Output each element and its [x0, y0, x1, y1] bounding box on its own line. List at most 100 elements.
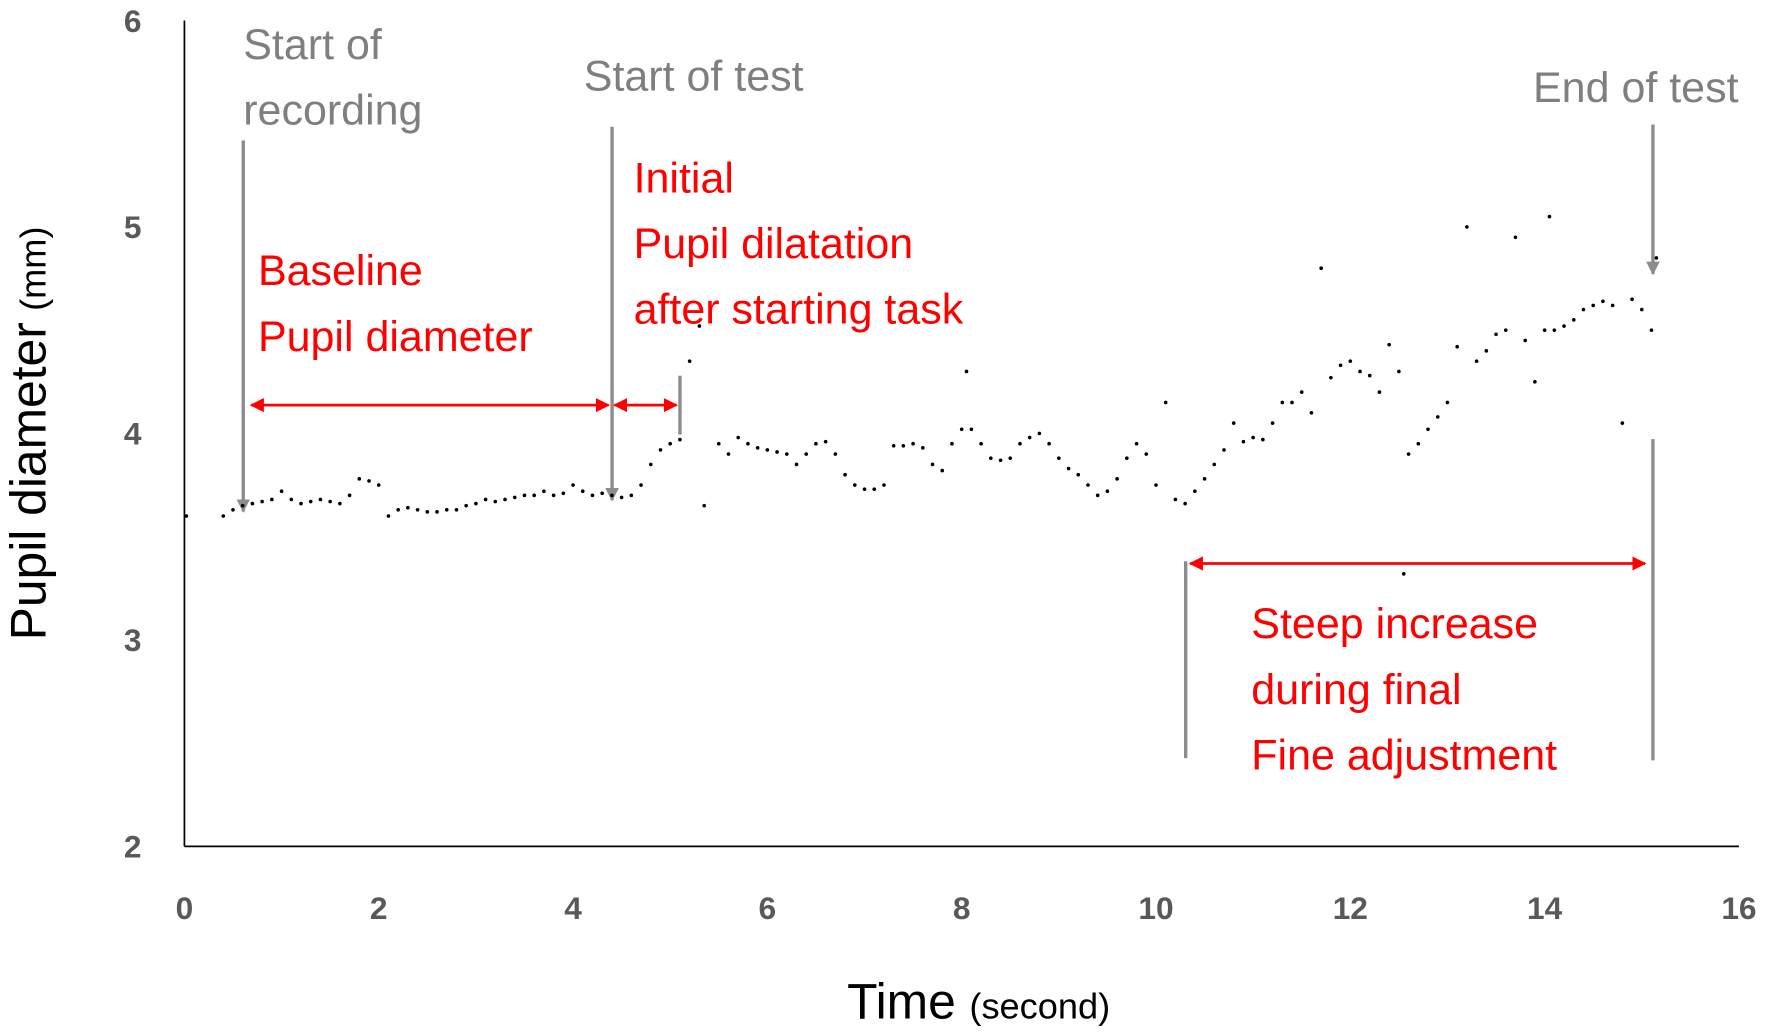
data-point	[1649, 328, 1654, 332]
data-point	[1241, 439, 1246, 444]
data-point	[1144, 452, 1149, 456]
data-point	[639, 483, 643, 487]
data-point	[1474, 359, 1479, 363]
data-point	[580, 489, 585, 494]
data-point	[1523, 338, 1527, 343]
data-point	[687, 359, 692, 363]
annotation: Baseline	[258, 247, 423, 295]
data-point	[1027, 435, 1032, 440]
data-point	[629, 493, 634, 498]
data-point	[979, 441, 983, 446]
data-point	[493, 499, 498, 504]
data-point	[964, 369, 969, 374]
x-tick-label: 12	[1333, 890, 1368, 926]
data-point	[1105, 489, 1110, 494]
data-point	[814, 441, 818, 446]
data-point	[600, 491, 605, 496]
data-point	[1231, 421, 1236, 425]
y-axis-unit: (mm)	[12, 227, 53, 311]
data-point	[1008, 456, 1013, 460]
data-point	[1309, 410, 1314, 415]
data-point	[1125, 456, 1129, 460]
data-point	[784, 452, 789, 456]
data-point	[184, 514, 189, 518]
data-point	[833, 452, 838, 456]
data-point	[891, 443, 896, 448]
data-point	[998, 458, 1003, 463]
data-point	[794, 462, 799, 467]
data-point	[726, 452, 731, 456]
data-point	[512, 495, 517, 500]
data-point	[571, 483, 575, 487]
data-point	[901, 443, 906, 448]
data-point	[396, 507, 400, 512]
data-point	[823, 439, 828, 444]
data-point	[328, 499, 332, 504]
data-point	[736, 435, 741, 440]
data-point	[1562, 324, 1566, 328]
data-point	[1057, 456, 1061, 460]
data-point	[697, 324, 702, 328]
data-point	[221, 514, 226, 518]
data-point	[1455, 344, 1459, 349]
data-point	[318, 497, 323, 502]
data-point	[1193, 489, 1197, 494]
data-point	[503, 497, 507, 502]
data-point	[610, 493, 614, 498]
annotation: Start of test	[584, 53, 804, 101]
data-point	[775, 450, 779, 454]
data-point	[367, 479, 371, 483]
data-point	[522, 493, 527, 498]
data-point	[1358, 369, 1362, 374]
data-point	[1280, 400, 1285, 405]
data-point	[464, 503, 468, 508]
data-point	[1037, 431, 1042, 436]
data-point	[1503, 328, 1508, 332]
data-point	[1426, 427, 1430, 432]
data-point	[1183, 501, 1187, 506]
data-point	[590, 493, 595, 498]
data-point	[299, 501, 303, 506]
data-point	[1348, 359, 1353, 363]
data-point	[950, 441, 954, 446]
data-point	[483, 497, 488, 502]
data-point	[1086, 483, 1090, 487]
data-point	[1163, 400, 1168, 405]
data-point	[920, 446, 925, 450]
data-point	[386, 514, 391, 518]
x-tick-label: 4	[564, 890, 582, 926]
data-point	[1581, 307, 1586, 312]
data-point	[444, 507, 449, 512]
data-point	[406, 505, 410, 510]
data-point	[940, 468, 945, 473]
data-point	[1601, 299, 1605, 304]
x-axis-unit: (second)	[969, 985, 1110, 1026]
x-axis-label: Time	[847, 973, 956, 1029]
data-point	[746, 441, 750, 446]
data-point	[435, 510, 439, 514]
data-point	[1533, 379, 1537, 384]
data-point	[1610, 303, 1615, 308]
data-point	[542, 489, 546, 494]
data-point	[1076, 472, 1081, 477]
annotation: Steep increase	[1251, 600, 1538, 648]
data-point	[1290, 400, 1294, 405]
data-point	[755, 446, 760, 450]
data-point	[1591, 303, 1596, 308]
data-point	[357, 477, 362, 481]
data-point	[1329, 375, 1333, 380]
data-point	[872, 487, 877, 491]
data-point	[1639, 307, 1644, 312]
data-point	[561, 491, 566, 496]
data-point	[1513, 235, 1518, 240]
y-tick-label: 5	[124, 209, 142, 245]
data-point	[702, 503, 707, 508]
data-point	[1173, 497, 1178, 502]
data-point	[1319, 266, 1323, 271]
data-point	[1251, 435, 1255, 440]
data-point	[1387, 342, 1391, 347]
data-point	[1261, 437, 1265, 442]
data-point	[347, 493, 352, 498]
data-point	[1406, 452, 1411, 456]
